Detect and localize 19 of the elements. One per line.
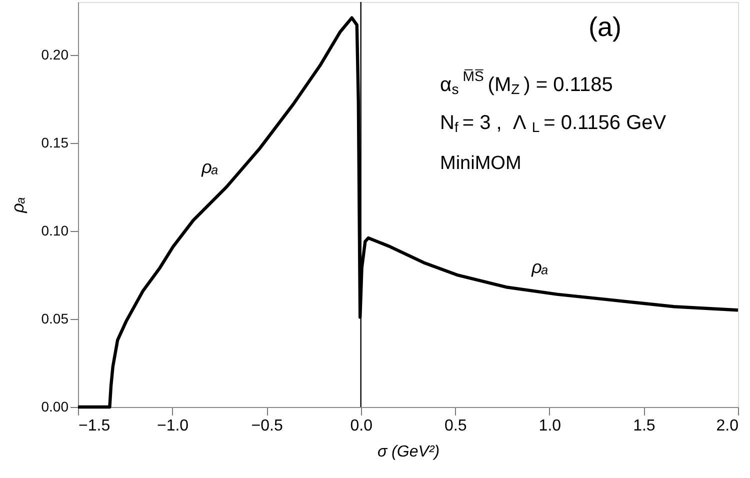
annotation: ρₐ — [530, 257, 548, 277]
x-tick-label: 1.5 — [633, 418, 656, 434]
x-tick-label: 0.0 — [350, 418, 373, 434]
annotation: (a) — [588, 12, 622, 42]
x-tick-label: 0.5 — [444, 418, 467, 434]
x-tick-label: −1.0 — [156, 418, 189, 434]
y-tick-label: 0.20 — [41, 46, 69, 62]
y-axis-title: ρₐ — [8, 197, 28, 214]
x-tick-label: −1.5 — [78, 418, 110, 434]
y-tick-label: 0.00 — [41, 398, 69, 414]
x-tick-label: −0.5 — [251, 418, 283, 434]
x-tick-label: 2.0 — [716, 418, 739, 434]
x-tick-label: 1.0 — [538, 418, 562, 434]
y-tick-label: 0.15 — [41, 134, 69, 150]
y-tick-label: 0.10 — [41, 222, 69, 238]
y-tick-label: 0.05 — [41, 310, 69, 326]
x-axis-title: σ (GeV²) — [377, 444, 440, 460]
annotation: MiniMOM — [440, 153, 522, 174]
annotation: ρₐ — [200, 157, 218, 177]
